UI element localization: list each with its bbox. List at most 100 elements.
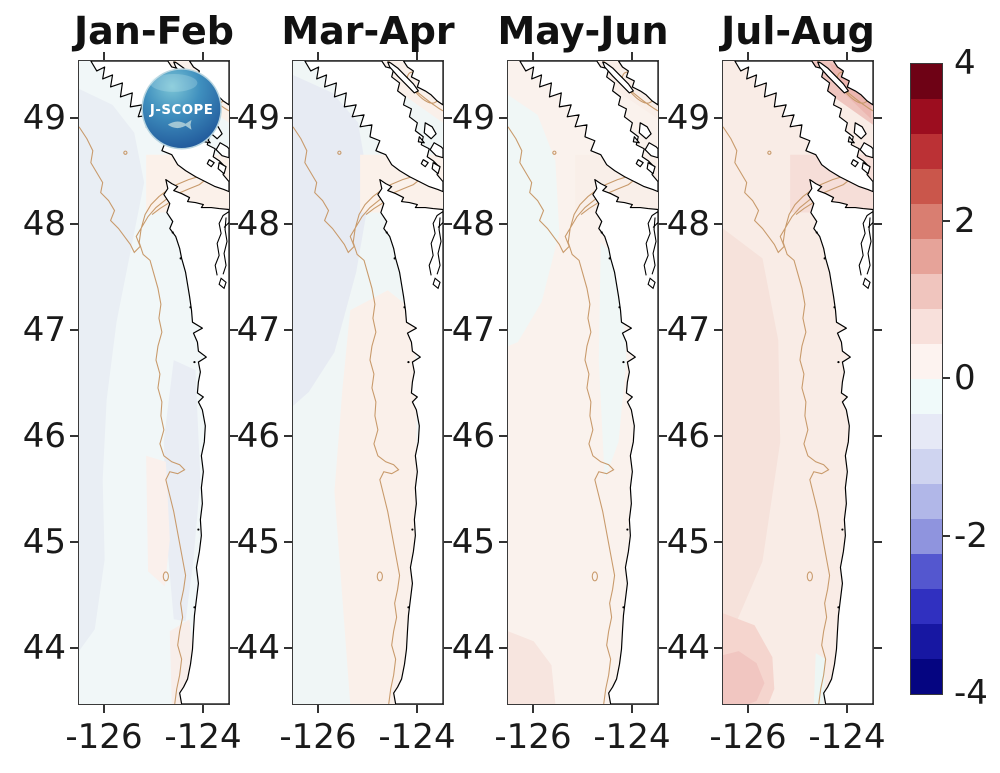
colorbar-segment xyxy=(911,484,942,519)
coastline xyxy=(646,162,656,175)
jscope-logo: J-SCOPE xyxy=(141,68,222,150)
tick-mark xyxy=(714,329,722,331)
coastal-rock xyxy=(197,528,200,531)
coastline-inlet xyxy=(867,222,873,228)
anomaly-patch xyxy=(723,651,765,704)
panel-title: May-Jun xyxy=(497,9,669,53)
tick-mark xyxy=(416,705,418,713)
lon-tick-label: -124 xyxy=(808,717,886,757)
depth-contour-dot xyxy=(337,150,342,155)
depth-contour xyxy=(723,126,850,704)
coastal-rock xyxy=(608,257,611,260)
tick-mark xyxy=(70,117,78,119)
tick-mark xyxy=(444,329,452,331)
lat-tick-label: 47 xyxy=(666,310,710,350)
panel-title: Mar-Apr xyxy=(281,9,455,53)
tick-mark xyxy=(499,223,507,225)
tick-mark xyxy=(230,541,238,543)
coastal-rock xyxy=(837,360,840,364)
lat-tick-label: 44 xyxy=(666,628,710,668)
coastline-inlet xyxy=(858,211,873,276)
colorbar-tick-label: -2 xyxy=(954,515,988,556)
coastline-inlet xyxy=(218,277,227,290)
depth-contour-dot xyxy=(552,150,557,155)
coastline xyxy=(853,122,867,140)
colorbar-segment xyxy=(911,379,942,414)
tick-mark xyxy=(747,705,749,713)
lat-tick-label: 47 xyxy=(22,310,66,350)
tick-mark xyxy=(202,705,204,713)
coastal-rock xyxy=(193,360,196,364)
coastline-inlet xyxy=(214,211,229,276)
lat-tick-label: 48 xyxy=(451,204,495,244)
coastline xyxy=(861,162,871,175)
colorbar-segment xyxy=(911,344,942,379)
logo-light xyxy=(150,73,198,92)
tick-mark xyxy=(202,52,204,60)
map-svg xyxy=(508,61,658,704)
depth-contour xyxy=(293,126,420,704)
colorbar-tick-label: -4 xyxy=(954,673,988,713)
tick-mark xyxy=(499,117,507,119)
colorbar-tick-mark xyxy=(943,534,950,537)
coastline-inlet xyxy=(428,211,443,276)
tick-mark xyxy=(499,329,507,331)
tick-mark xyxy=(284,329,292,331)
coastal-rock xyxy=(193,606,196,609)
coastline xyxy=(617,61,658,106)
anomaly-patch xyxy=(334,290,420,704)
lat-tick-label: 47 xyxy=(236,310,280,350)
colorbar-segment xyxy=(911,309,942,344)
tick-mark xyxy=(284,117,292,119)
coastal-rock xyxy=(407,360,410,364)
tick-mark xyxy=(714,223,722,225)
coastline-inlet xyxy=(432,277,441,290)
coastline xyxy=(644,142,658,159)
tick-mark xyxy=(103,52,105,60)
colorbar-tick-label: 4 xyxy=(954,43,976,83)
colorbar-segment xyxy=(911,554,942,589)
map-panel xyxy=(507,60,659,705)
lat-tick-label: 46 xyxy=(236,416,280,456)
coastline xyxy=(832,61,873,106)
logo-circle xyxy=(141,68,222,150)
coastal-rock xyxy=(600,231,603,234)
coastal-rock xyxy=(403,306,406,309)
coastline-inlet xyxy=(643,211,658,276)
tick-mark xyxy=(659,647,667,649)
tick-mark xyxy=(659,117,667,119)
lat-tick-label: 45 xyxy=(236,522,280,562)
coastline xyxy=(206,159,215,168)
coastline-inlet xyxy=(651,217,657,275)
tick-mark xyxy=(532,705,534,713)
coastline-inlet xyxy=(647,277,656,290)
tick-mark xyxy=(532,52,534,60)
coastline-inlet xyxy=(652,222,658,228)
tick-mark xyxy=(714,647,722,649)
tick-mark xyxy=(631,705,633,713)
tick-mark xyxy=(499,435,507,437)
coastal-rock xyxy=(837,606,840,609)
lat-tick-label: 45 xyxy=(451,522,495,562)
lon-tick-label: -126 xyxy=(65,717,143,757)
lat-tick-label: 44 xyxy=(22,628,66,668)
tick-mark xyxy=(284,223,292,225)
coastal-rock xyxy=(618,306,621,309)
map-svg xyxy=(723,61,873,704)
coastline xyxy=(638,122,652,140)
coastline xyxy=(632,136,640,144)
map-panel: J-SCOPE xyxy=(78,60,230,705)
coastline xyxy=(417,136,425,144)
map-panel xyxy=(292,60,444,705)
tick-mark xyxy=(874,435,882,437)
coastal-rock xyxy=(622,360,625,364)
coastal-rock xyxy=(815,231,818,234)
tick-mark xyxy=(659,329,667,331)
colorbar-segment xyxy=(911,449,942,484)
lat-tick-label: 49 xyxy=(22,98,66,138)
lat-tick-label: 49 xyxy=(451,98,495,138)
colorbar xyxy=(910,63,943,695)
tick-mark xyxy=(874,223,882,225)
lat-tick-label: 49 xyxy=(236,98,280,138)
colorbar-segment xyxy=(911,659,942,694)
